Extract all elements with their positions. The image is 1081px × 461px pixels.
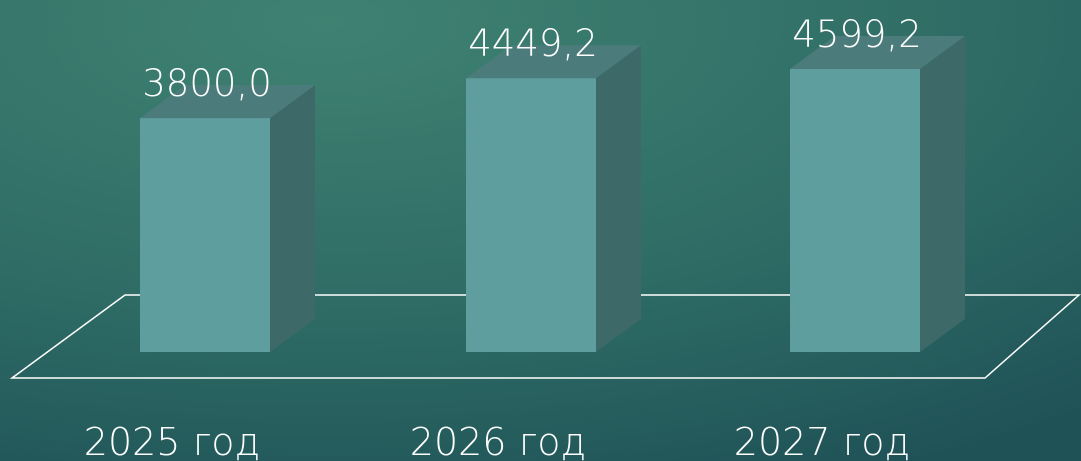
bar-top [140,85,315,119]
bar-top [790,36,965,69]
bar-front [466,78,596,353]
bar-top [466,45,641,79]
x-tick-label: 2026 год [410,420,586,461]
bar-side [270,85,315,352]
bar-side [596,45,641,353]
bar [466,45,641,353]
bar [790,36,965,352]
bar-side [920,36,965,352]
bar-front [140,118,270,352]
x-tick-label: 2025 год [84,420,260,461]
x-tick-label: 2027 год [734,420,910,461]
floor [9,294,1081,379]
value-label: 3800,0 [142,62,271,105]
bar-front [790,69,920,352]
value-label: 4599,2 [792,13,921,56]
bar [140,85,315,352]
value-label: 4449,2 [468,22,597,65]
